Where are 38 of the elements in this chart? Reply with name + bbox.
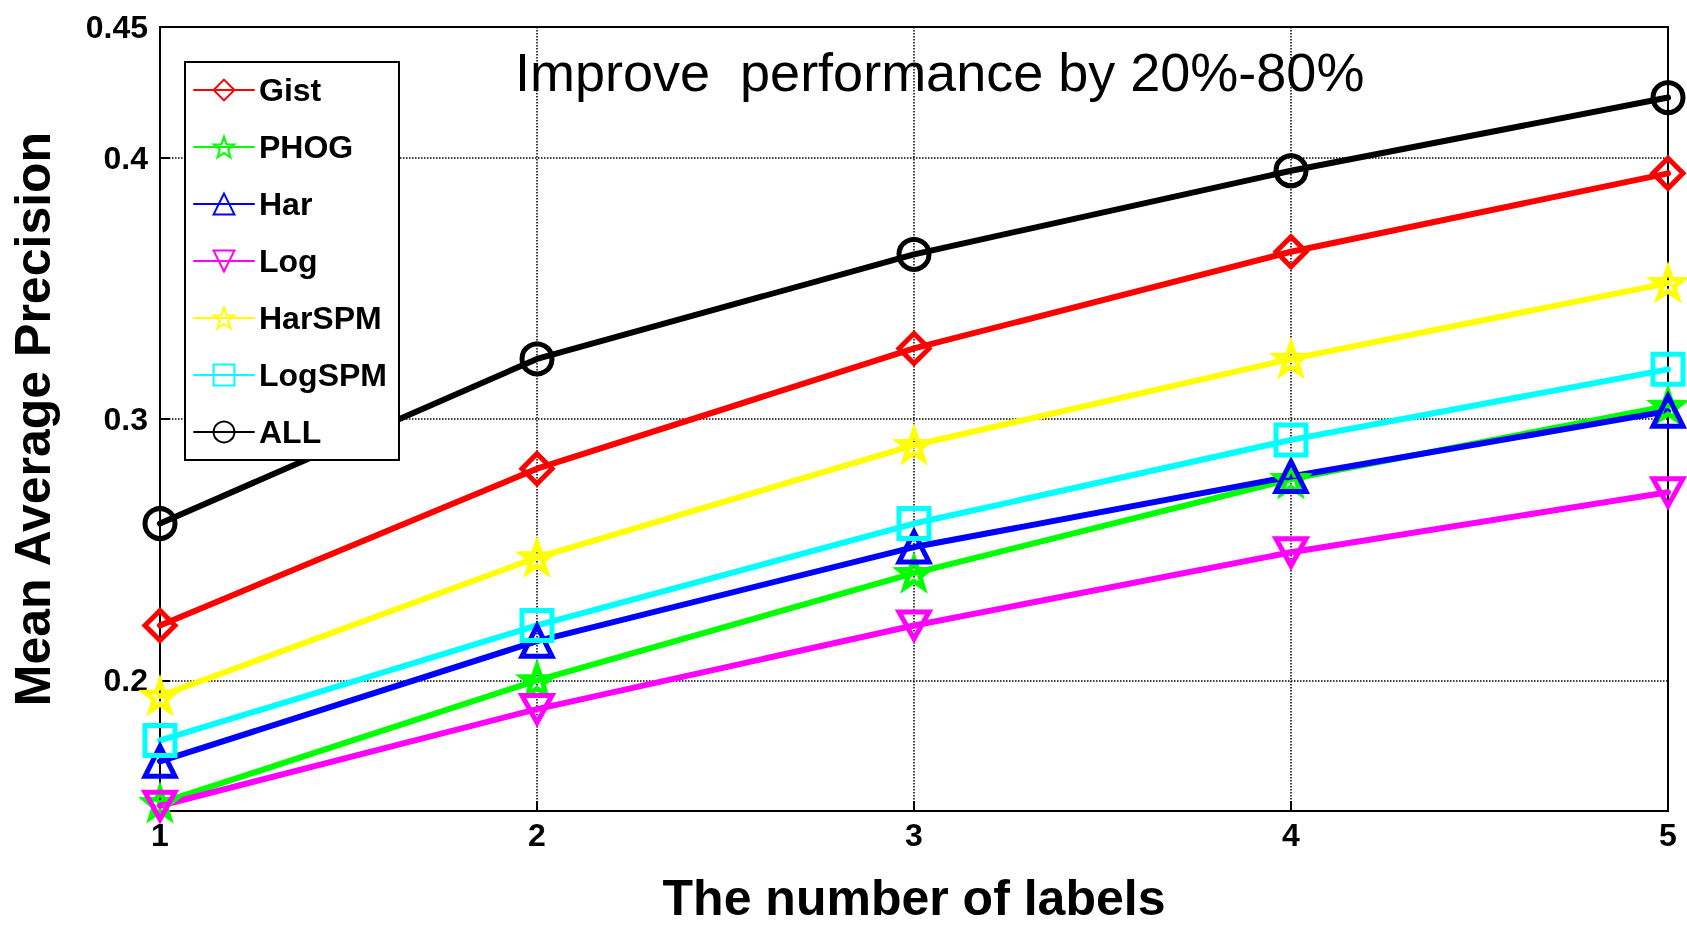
point [896,236,932,272]
y-axis-title: Mean Average Precision [5,131,61,707]
point [1271,536,1311,571]
legend-label: Har [259,186,313,222]
point [1650,80,1686,116]
point [519,607,555,643]
point [517,693,557,728]
point [894,609,934,644]
x-tick-label: 2 [528,817,546,853]
x-axis-title: The number of labels [662,870,1166,926]
point [1273,234,1309,270]
y-tick-label: 0.4 [103,139,149,176]
legend-label: Gist [259,72,322,108]
x-tick-label: 1 [151,817,169,853]
x-tick-label: 5 [1659,817,1677,853]
legend-label: ALL [259,414,322,450]
annotation: Improve performance by 20%-80% [515,42,1365,102]
x-tick-label: 4 [1282,817,1301,853]
legend-label: Log [259,243,318,279]
point [1273,422,1309,458]
legend-label: PHOG [259,129,354,165]
point [1273,153,1309,189]
y-tick-label: 0.3 [103,401,148,437]
point [1650,155,1686,191]
point [142,722,178,758]
y-tick-label: 0.2 [103,662,148,699]
point [142,506,178,542]
point [896,330,932,366]
point [519,451,555,487]
point [142,607,178,643]
point [896,506,932,542]
point [519,341,555,377]
y-tick-label: 0.45 [85,9,148,45]
legend-label: HarSPM [259,300,382,336]
legend-label: LogSPM [259,357,387,393]
point [1650,351,1686,387]
point [1648,476,1687,511]
x-tick-label: 3 [905,817,923,853]
